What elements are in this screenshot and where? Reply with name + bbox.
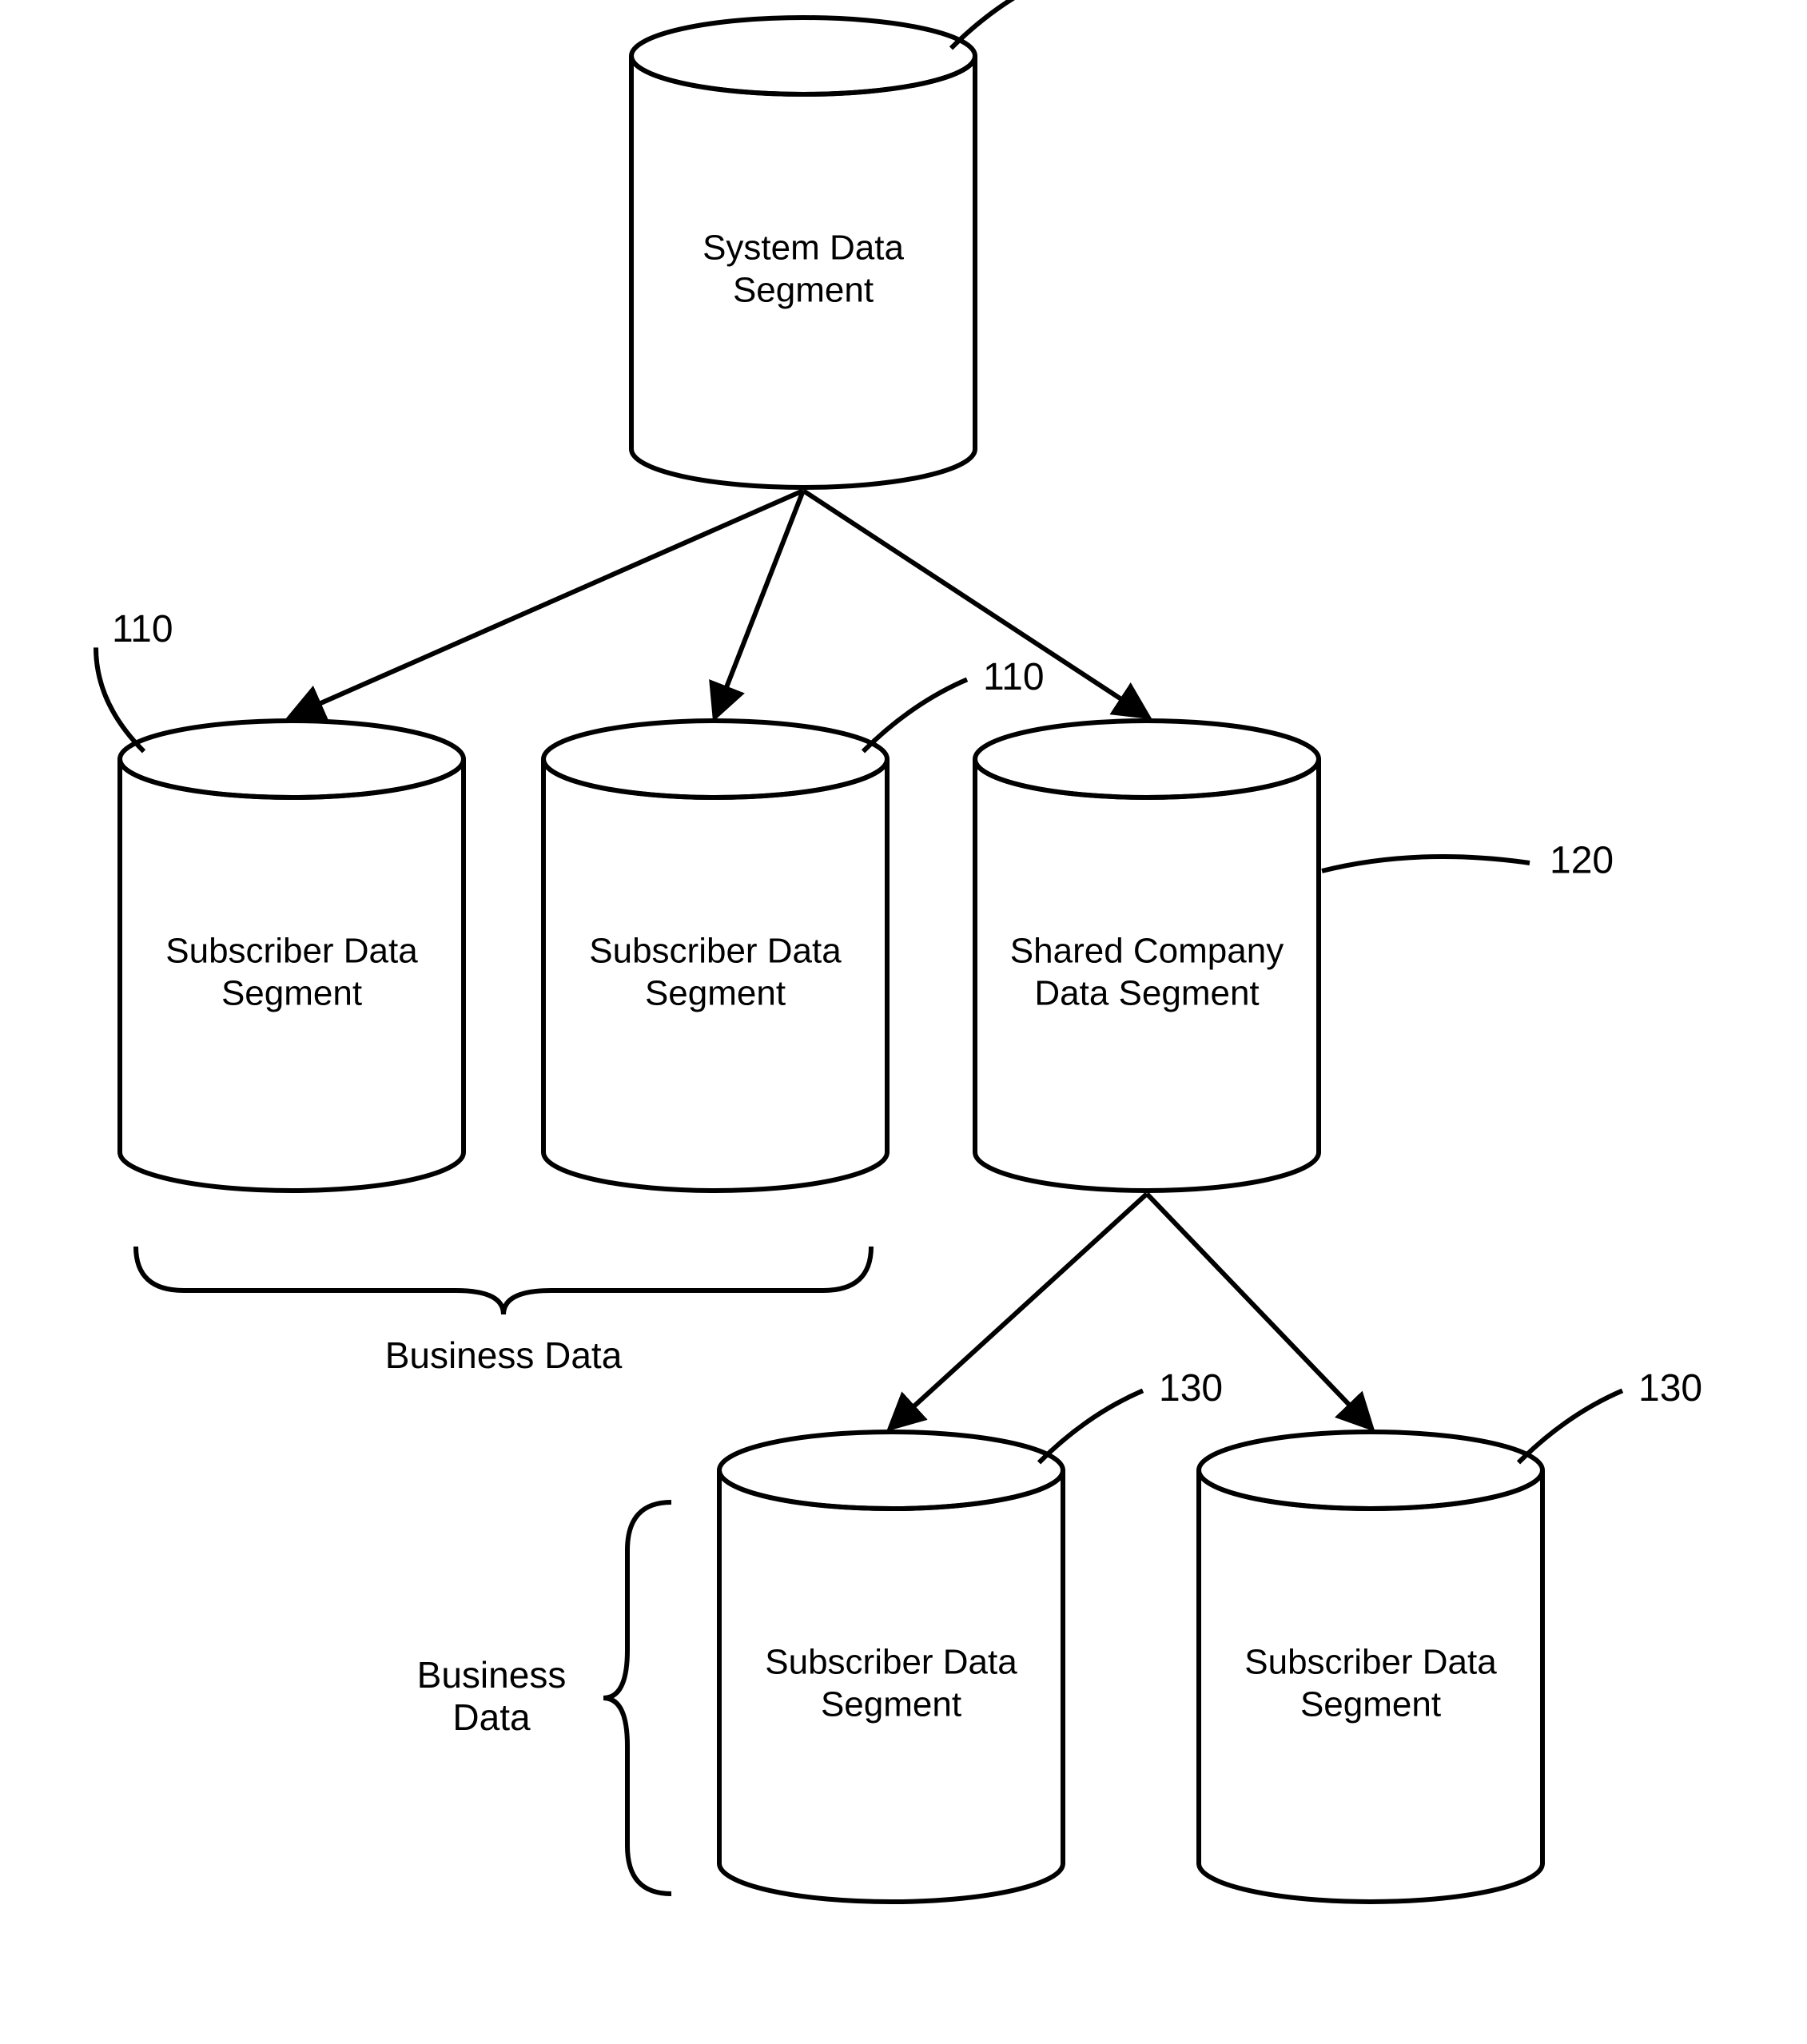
cylinder-sub2-label-1: Segment bbox=[645, 973, 786, 1012]
cylinder-sub3-label-0: Subscriber Data bbox=[765, 1643, 1017, 1682]
leftbrace-label-1-0: Business bbox=[417, 1654, 567, 1696]
callout-hook-sub1 bbox=[96, 647, 144, 751]
cylinder-sub2-label-0: Subscriber Data bbox=[589, 932, 842, 971]
cylinder-sub1-label-1: Segment bbox=[221, 973, 362, 1012]
cylinder-sub3: Subscriber DataSegment 130 bbox=[719, 1367, 1223, 1902]
cylinder-sub1-label-0: Subscriber Data bbox=[165, 932, 418, 971]
edge-shared-sub3 bbox=[891, 1194, 1147, 1427]
callout-hook-sub2 bbox=[863, 679, 967, 751]
cylinder-sub2: Subscriber DataSegment 110 bbox=[543, 656, 1045, 1191]
cylinder-sys-label-1: Segment bbox=[733, 270, 874, 309]
cylinder-sub4-label-0: Subscriber Data bbox=[1244, 1643, 1497, 1682]
cylinder-sub4: Subscriber DataSegment 130 bbox=[1199, 1367, 1702, 1902]
leftbrace-1 bbox=[603, 1502, 671, 1894]
callout-label-sub1: 110 bbox=[112, 608, 173, 650]
callout-hook-sub3 bbox=[1039, 1390, 1143, 1462]
cylinder-shared: Shared CompanyData Segment 120 bbox=[975, 721, 1614, 1191]
cylinder-shared-label-0: Shared Company bbox=[1010, 932, 1284, 971]
cylinder-sys: System DataSegment100 bbox=[631, 0, 1135, 487]
cylinder-shared-label-1: Data Segment bbox=[1034, 973, 1259, 1012]
callout-label-sub4: 130 bbox=[1638, 1367, 1702, 1410]
callout-hook-shared bbox=[1322, 857, 1530, 871]
cylinder-sys-label-0: System Data bbox=[703, 229, 904, 268]
underbrace-label-0: Business Data bbox=[385, 1334, 623, 1376]
callout-label-shared: 120 bbox=[1550, 840, 1614, 882]
callout-label-sub3: 130 bbox=[1159, 1367, 1223, 1410]
leftbrace-label-1-1: Data bbox=[452, 1696, 531, 1738]
cylinder-sub1: Subscriber DataSegment 110 bbox=[96, 608, 464, 1191]
callout-label-sub2: 110 bbox=[983, 656, 1045, 698]
underbrace-0 bbox=[136, 1247, 871, 1314]
cylinder-sub4-label-1: Segment bbox=[1300, 1684, 1441, 1724]
callout-hook-sub4 bbox=[1518, 1390, 1622, 1462]
diagram-canvas: System DataSegment100Subscriber DataSegm… bbox=[0, 0, 1807, 2044]
edge-sys-shared bbox=[803, 491, 1147, 716]
cylinder-sub3-label-1: Segment bbox=[821, 1684, 961, 1724]
